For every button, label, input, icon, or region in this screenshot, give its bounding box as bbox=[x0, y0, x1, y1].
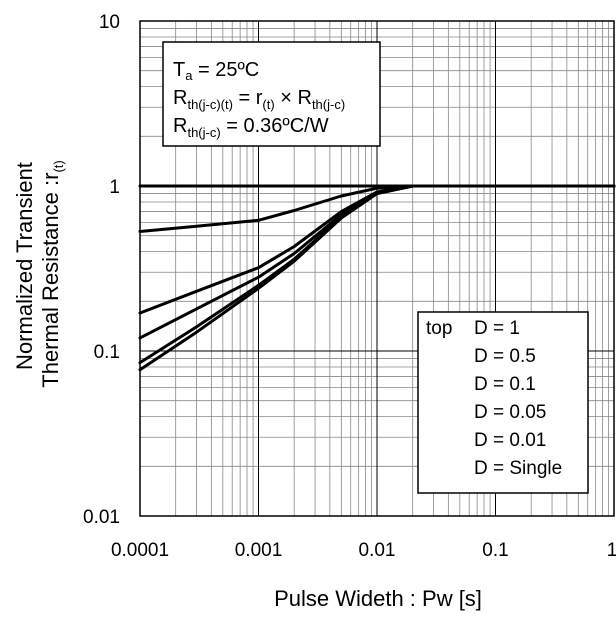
x-tick-label: 0.01 bbox=[359, 540, 396, 561]
y-tick-label: 1 bbox=[109, 177, 120, 198]
plot-frame bbox=[139, 20, 615, 517]
annotation-line-2: Rth(j-c)(t) = r(t) × Rth(j-c) bbox=[173, 87, 345, 112]
legend-entry: D = Single bbox=[474, 458, 562, 479]
x-tick-label: 0.1 bbox=[482, 540, 508, 561]
legend: top D = 1 D = 0.5 D = 0.1 D = 0.05 D = 0… bbox=[417, 311, 589, 494]
y-axis-label: Normalized Transient Thermal Resistance … bbox=[12, 160, 66, 387]
conditions-annotation: Ta = 25ºC Rth(j-c)(t) = r(t) × Rth(j-c) … bbox=[162, 41, 381, 147]
legend-entry: D = 0.05 bbox=[474, 402, 546, 423]
y-axis-label-line-1: Normalized Transient bbox=[12, 162, 37, 370]
legend-prefix: top bbox=[426, 318, 452, 339]
legend-entry: D = 0.1 bbox=[474, 374, 536, 395]
y-tick-label: 0.1 bbox=[94, 342, 120, 363]
series-layer bbox=[138, 184, 616, 372]
legend-entry: D = 1 bbox=[474, 318, 520, 339]
y-tick-label: 10 bbox=[99, 12, 120, 33]
series-line-single bbox=[138, 184, 616, 372]
x-axis-label: Pulse Wideth : Pw [s] bbox=[274, 586, 482, 611]
y-axis-label-line-2: Thermal Resistance :r(t) bbox=[38, 160, 66, 387]
annotation-line-1: Ta = 25ºC bbox=[173, 59, 259, 83]
x-tick-label: 0.0001 bbox=[111, 540, 169, 561]
legend-entry: D = 0.5 bbox=[474, 346, 536, 367]
x-tick-label: 0.001 bbox=[235, 540, 283, 561]
annotation-line-3: Rth(j-c) = 0.36ºC/W bbox=[173, 115, 329, 140]
legend-entry: D = 0.01 bbox=[474, 430, 546, 451]
x-tick-label: 1 bbox=[607, 540, 616, 561]
y-tick-label: 0.01 bbox=[83, 507, 120, 528]
x-tick-labels: 0.0001 0.001 0.01 0.1 1 bbox=[111, 540, 616, 561]
y-tick-labels: 0.01 0.1 1 10 bbox=[83, 12, 120, 528]
